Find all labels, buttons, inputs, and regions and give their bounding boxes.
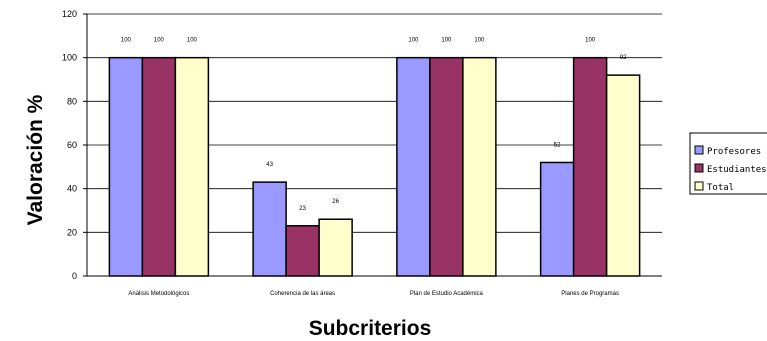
bar-total-3 bbox=[605, 74, 641, 277]
y-tick-label: 40 bbox=[67, 184, 77, 194]
bar-estudiantes-2 bbox=[429, 56, 464, 277]
bar-profesores-0 bbox=[108, 56, 144, 277]
x-axis-categories: Análisis Metodológicos Coherencia de las … bbox=[128, 291, 619, 297]
bar-profesores-1 bbox=[252, 181, 287, 277]
data-label: 100 bbox=[474, 38, 485, 44]
bar-total-1 bbox=[318, 218, 353, 277]
bar-total-2 bbox=[462, 56, 497, 277]
bar-total-0 bbox=[174, 56, 210, 277]
data-label: 26 bbox=[332, 199, 339, 205]
data-label: 100 bbox=[441, 38, 452, 44]
data-labels: 100 100 100 43 23 26 100 100 100 52 100 92 bbox=[121, 38, 627, 212]
legend-label: Total bbox=[707, 183, 734, 193]
bar-estudiantes-3 bbox=[572, 56, 608, 277]
x-axis-title: Subcriterios bbox=[309, 317, 432, 340]
y-tick-label: 60 bbox=[67, 140, 77, 150]
bars bbox=[108, 56, 641, 277]
legend-label: Profesores bbox=[707, 147, 761, 157]
y-tick-label: 120 bbox=[62, 9, 77, 19]
legend: Profesores Estudiantes Total bbox=[689, 132, 767, 195]
bar-profesores-2 bbox=[396, 56, 431, 277]
bar-profesores-3 bbox=[539, 161, 575, 277]
x-category-label: Planes de Programas bbox=[561, 291, 619, 297]
data-label: 92 bbox=[620, 55, 627, 61]
x-category-label: Análisis Metodológicos bbox=[128, 291, 189, 297]
data-label: 100 bbox=[408, 38, 419, 44]
data-label: 100 bbox=[585, 38, 596, 44]
legend-swatch-total bbox=[694, 181, 704, 191]
data-label: 100 bbox=[154, 38, 165, 44]
data-label: 52 bbox=[554, 142, 561, 148]
x-category-label: Plan de Estudio Académica bbox=[410, 291, 484, 297]
y-tick-label: 80 bbox=[67, 96, 77, 106]
data-label: 100 bbox=[121, 38, 132, 44]
data-label: 43 bbox=[266, 162, 273, 168]
bar-estudiantes-1 bbox=[285, 225, 320, 277]
y-tick-label: 100 bbox=[62, 53, 77, 63]
y-tick-label: 20 bbox=[67, 227, 77, 237]
y-axis-ticks: 0 20 40 60 80 100 120 bbox=[62, 9, 87, 281]
bar-estudiantes-0 bbox=[141, 56, 177, 277]
legend-swatch-estudiantes bbox=[694, 163, 704, 173]
data-label: 100 bbox=[187, 38, 198, 44]
y-axis-title: Valoración % bbox=[24, 94, 47, 225]
legend-swatch-profesores bbox=[694, 145, 704, 155]
data-label: 23 bbox=[299, 206, 306, 212]
y-tick-label: 0 bbox=[72, 271, 77, 281]
legend-label: Estudiantes bbox=[707, 165, 767, 175]
x-category-label: Coherencia de las áreas bbox=[270, 291, 335, 297]
